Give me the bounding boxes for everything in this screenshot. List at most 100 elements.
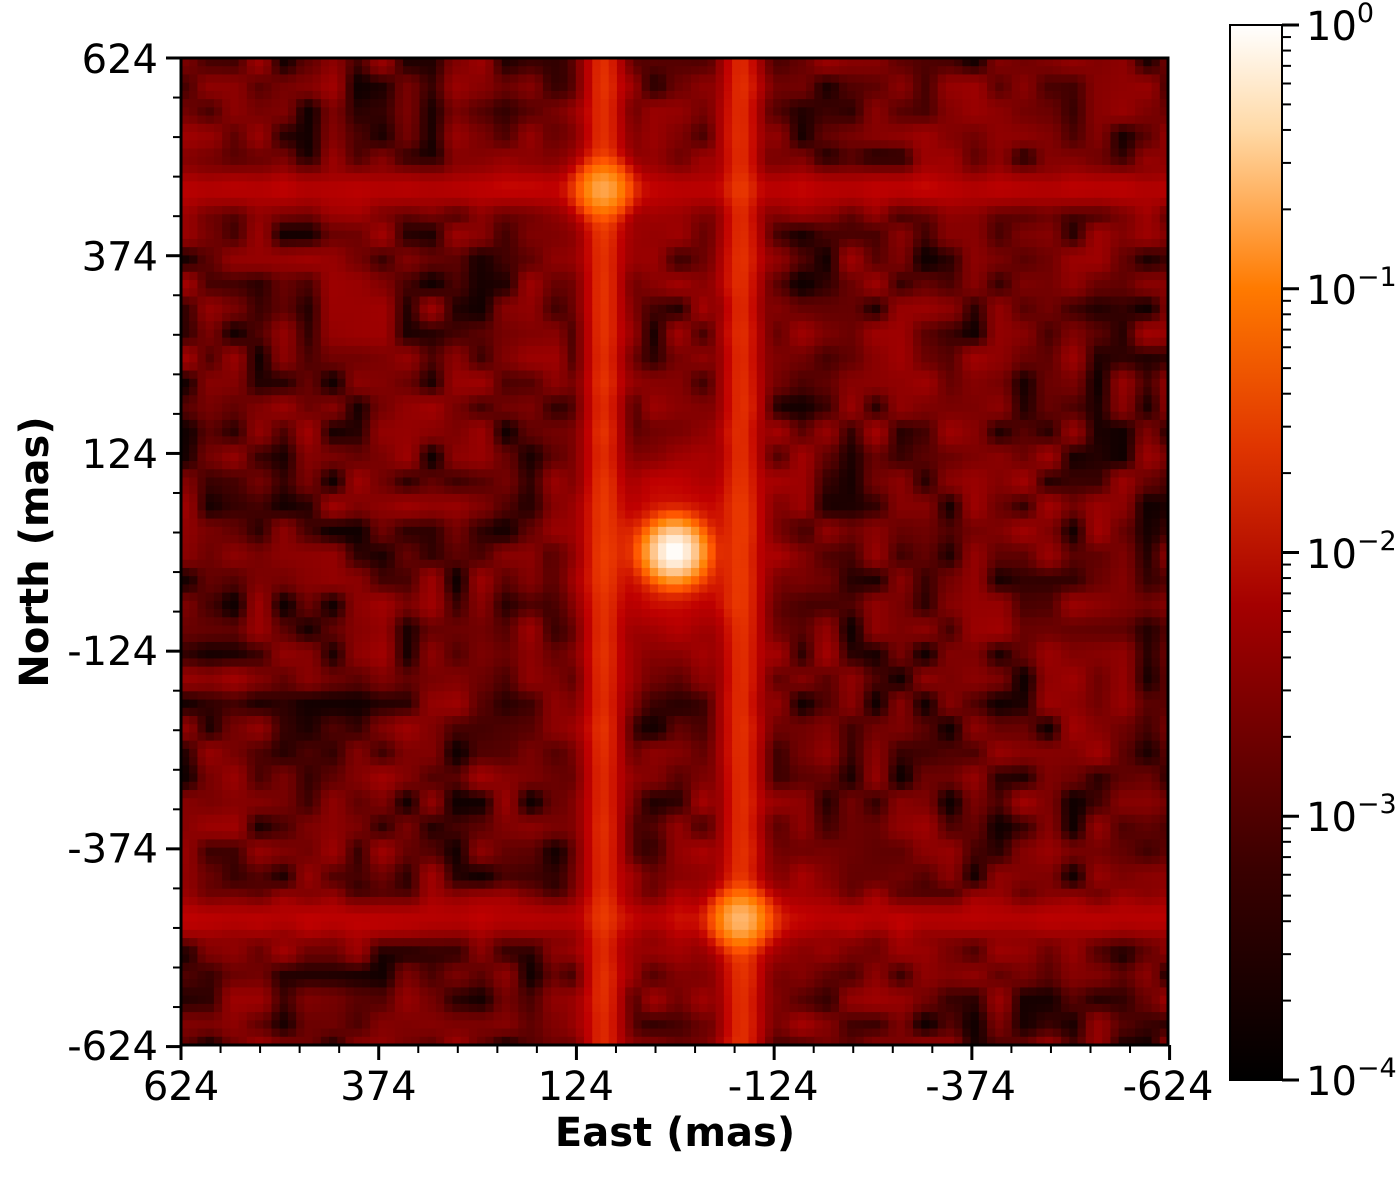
heatmap-cell [830,214,840,224]
heatmap-cell [1143,271,1153,281]
heatmap-cell [715,164,725,174]
heatmap-cell [1069,280,1079,289]
heatmap-cell [781,132,791,141]
heatmap-cell [501,354,511,363]
heatmap-cell [584,132,593,141]
heatmap-cell [1118,387,1128,396]
heatmap-cell [1061,164,1070,174]
heatmap-cell [222,271,231,281]
heatmap-cell [658,271,667,281]
heatmap-cell [394,255,404,265]
heatmap-cell [682,345,692,355]
heatmap-cell [682,238,692,248]
heatmap-cell [1028,123,1037,133]
heatmap-cell [263,238,273,248]
heatmap-cell [822,362,832,372]
heatmap-cell [575,304,585,314]
heatmap-cell [789,107,799,117]
heatmap-cell [682,395,692,405]
heatmap-cell [518,312,528,322]
heatmap-cell [880,387,889,396]
heatmap-cell [723,337,733,347]
heatmap-cell [296,148,305,158]
heatmap-cell [526,156,536,166]
heatmap-cell [929,230,939,240]
heatmap-cell [238,115,248,125]
heatmap-cell [896,345,906,355]
heatmap-cell [1061,132,1070,141]
heatmap-cell [534,354,544,363]
heatmap-cell [337,247,347,256]
heatmap-cell [353,214,363,224]
heatmap-cell [806,66,815,76]
heatmap-cell [723,304,733,314]
heatmap-cell [830,115,840,125]
heatmap-cell [427,66,437,76]
heatmap-cell [246,337,256,347]
heatmap-cell [987,173,996,182]
heatmap-cell [608,189,618,199]
heatmap-cell [699,378,708,388]
heatmap-cell [312,296,322,306]
heatmap-cell [435,280,445,289]
heatmap-cell [460,354,470,363]
heatmap-cell [723,230,733,240]
heatmap-cell [205,58,215,67]
heatmap-cell [312,247,322,256]
heatmap-cell [814,238,824,248]
heatmap-cell [855,222,865,232]
heatmap-cell [213,66,223,76]
heatmap-cell [427,58,437,67]
heatmap-cell [995,107,1005,117]
heatmap-cell [1126,337,1136,347]
heatmap-cell [1077,82,1087,92]
heatmap-cell [690,58,700,67]
heatmap-cell [542,66,552,76]
heatmap-cell [913,58,922,67]
heatmap-cell [658,354,667,363]
heatmap-cell [649,90,659,100]
heatmap-cell [715,206,725,215]
heatmap-cell [789,140,799,150]
heatmap-cell [189,222,199,232]
heatmap-cell [1102,337,1112,347]
heatmap-cell [913,230,922,240]
heatmap-cell [1159,99,1168,108]
heatmap-cell [1093,214,1103,224]
heatmap-cell [797,296,807,306]
heatmap-cell [913,189,922,199]
heatmap-cell [263,156,273,166]
heatmap-cell [477,164,486,174]
heatmap-cell [1052,362,1062,372]
heatmap-cell [649,354,659,363]
heatmap-cell [608,312,618,322]
heatmap-cell [213,238,223,248]
heatmap-cell [863,66,873,76]
heatmap-cell [1011,164,1021,174]
heatmap-cell [839,247,848,256]
heatmap-cell [460,387,470,396]
heatmap-cell [1085,271,1095,281]
heatmap-cell [1102,247,1112,256]
heatmap-cell [493,296,503,306]
heatmap-cell [732,140,741,150]
heatmap-cell [756,115,766,125]
heatmap-cell [411,247,421,256]
heatmap-cell [1110,354,1120,363]
heatmap-cell [189,329,199,339]
heatmap-cell [896,296,906,306]
heatmap-cell [962,99,972,108]
heatmap-cell [411,271,421,281]
heatmap-cell [534,288,544,298]
heatmap-cell [822,321,832,331]
heatmap-cell [1011,255,1021,265]
heatmap-cell [559,82,569,92]
heatmap-cell [296,312,305,322]
heatmap-cell [542,312,552,322]
heatmap-cell [674,378,684,388]
heatmap-cell [592,107,602,117]
heatmap-cell [987,115,996,125]
heatmap-cell [847,247,857,256]
heatmap-cell [592,123,602,133]
heatmap-cell [822,197,832,207]
